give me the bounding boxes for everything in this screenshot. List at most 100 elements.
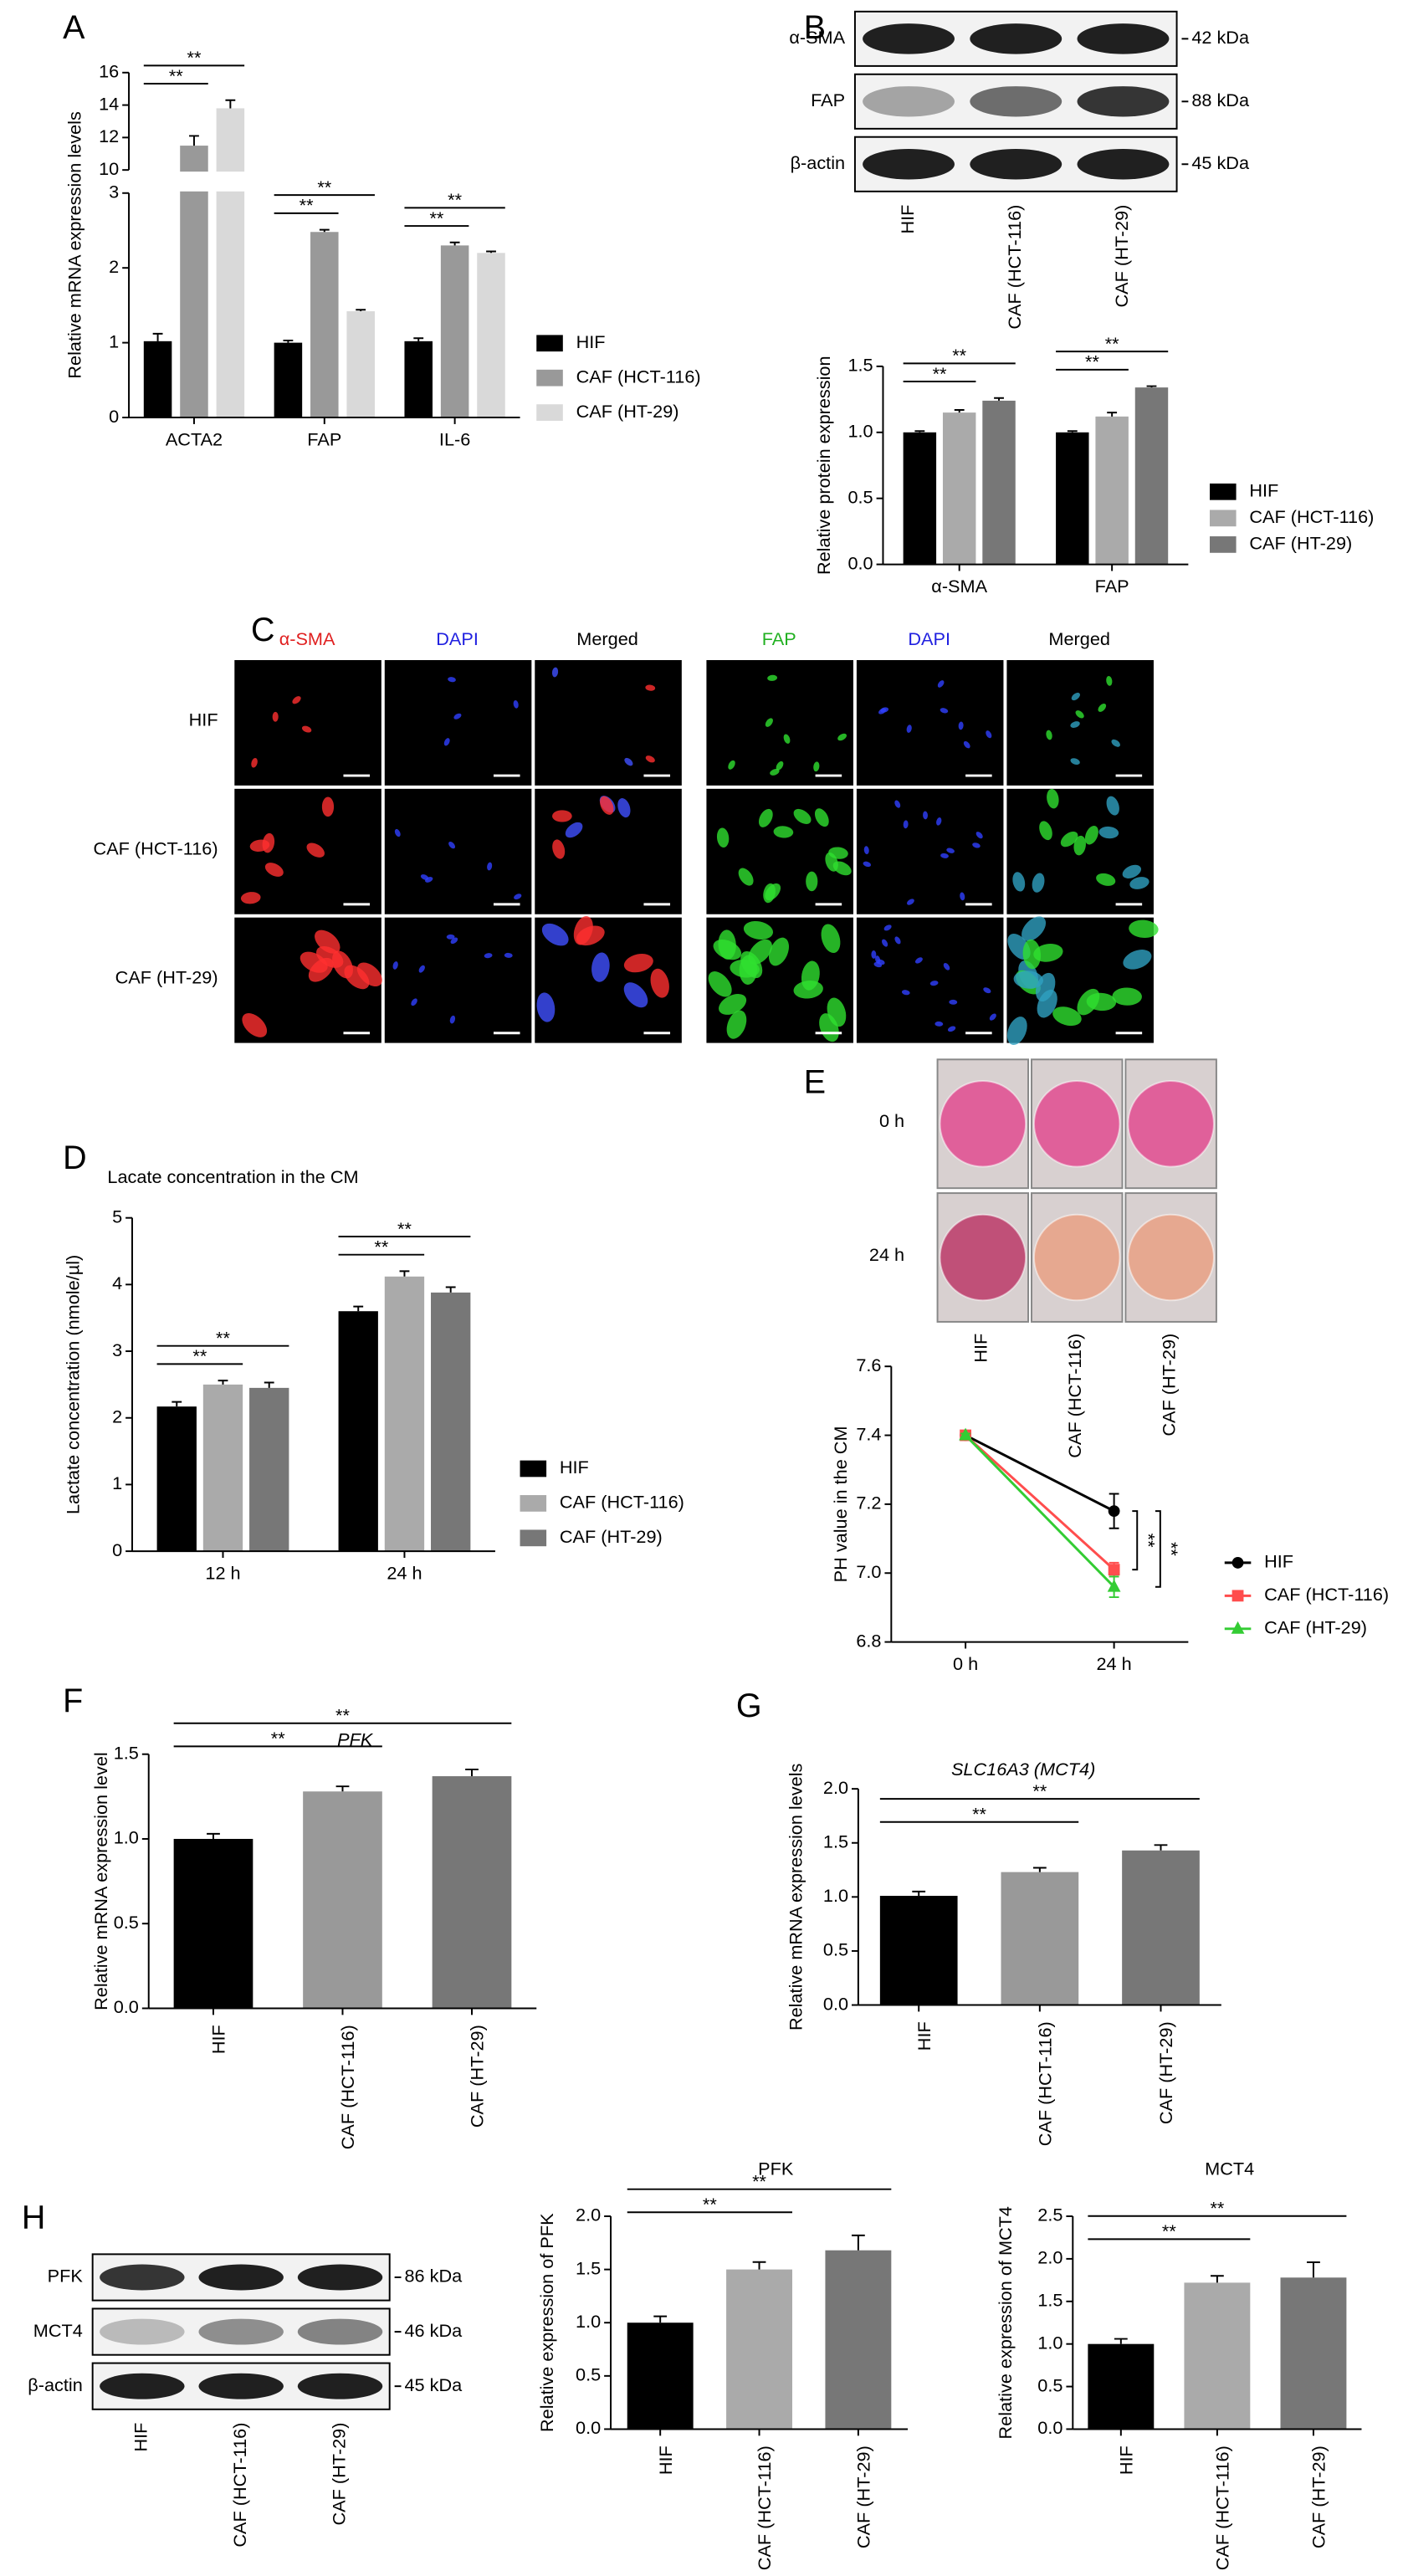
bar xyxy=(1088,2343,1155,2430)
cell xyxy=(783,734,791,744)
cell xyxy=(882,939,888,947)
y-tick-label: 0 xyxy=(112,1539,122,1560)
y-axis-label: Relative mRNA expression levels xyxy=(64,111,85,379)
blot-size: 42 kDa xyxy=(1191,27,1250,48)
significance-label: ** xyxy=(429,207,443,228)
error-bar xyxy=(353,1305,364,1312)
cell xyxy=(958,721,964,730)
significance-bracket xyxy=(1155,1510,1161,1588)
cell xyxy=(863,846,869,855)
cell xyxy=(418,965,425,973)
cell xyxy=(946,848,955,853)
cell xyxy=(443,738,450,746)
lane-label: CAF (HT-29) xyxy=(1158,1334,1179,1437)
cell xyxy=(837,733,847,741)
blot-band xyxy=(198,2373,284,2399)
bar xyxy=(982,400,1016,565)
legend-label: CAF (HCT-116) xyxy=(560,1492,684,1513)
y-tick-label: 10 xyxy=(99,158,119,179)
cell xyxy=(344,965,370,990)
cell xyxy=(765,718,773,727)
cell xyxy=(1060,831,1078,848)
series-line xyxy=(965,1434,1115,1588)
blot-band xyxy=(863,23,955,54)
blot-band xyxy=(198,2318,284,2345)
y-axis-label: PH value in the CM xyxy=(830,1426,851,1582)
y-tick-label: 0.0 xyxy=(847,552,873,573)
row-label: CAF (HCT-116) xyxy=(94,838,218,859)
cell xyxy=(773,826,794,838)
y-axis-label: Relative expression of PFK xyxy=(536,2213,557,2432)
bar xyxy=(156,1406,197,1552)
y-tick-label: 1.0 xyxy=(576,2311,601,2332)
panel-letter: H xyxy=(22,2199,45,2235)
point xyxy=(1108,1505,1120,1518)
cell xyxy=(1032,873,1045,893)
y-tick-label: 2 xyxy=(109,256,119,277)
blot-band xyxy=(297,2264,383,2291)
cell xyxy=(513,699,519,709)
bar xyxy=(274,342,303,418)
channel-header: FAP xyxy=(762,628,796,649)
blot-band xyxy=(100,2318,185,2345)
cell xyxy=(776,761,784,771)
bar xyxy=(1122,1850,1200,2005)
cell xyxy=(1096,873,1116,886)
series-line xyxy=(965,1434,1115,1513)
cell xyxy=(446,934,455,940)
y-tick-label: 1.5 xyxy=(114,1742,139,1763)
y-tick-label: 0.5 xyxy=(576,2364,601,2385)
blot-row-label: β-actin xyxy=(28,2374,83,2395)
cell xyxy=(793,981,823,999)
error-bar xyxy=(152,332,163,341)
blot-row-label: FAP xyxy=(811,90,845,110)
y-tick-label: 12 xyxy=(99,125,119,146)
cell xyxy=(1046,730,1052,740)
plate-medium xyxy=(1032,1213,1121,1302)
x-tick-label: HIF xyxy=(655,2445,676,2475)
micrograph xyxy=(384,917,532,1043)
cell xyxy=(262,832,275,853)
legend-label: CAF (HCT-116) xyxy=(1264,1584,1389,1605)
bar xyxy=(627,2322,694,2430)
cell xyxy=(264,863,284,877)
y-tick-label: 1 xyxy=(109,330,119,351)
cell xyxy=(425,877,433,883)
cell xyxy=(1022,916,1047,941)
cell xyxy=(719,994,747,1015)
significance-label: ** xyxy=(448,189,462,210)
significance-label: ** xyxy=(752,2171,766,2192)
blot-size: 45 kDa xyxy=(1191,152,1250,173)
cell xyxy=(716,827,730,848)
blot-band xyxy=(1077,86,1170,117)
cell xyxy=(880,707,889,713)
x-tick-label: 0 h xyxy=(953,1653,978,1674)
cell xyxy=(768,937,790,966)
x-tick-label: CAF (HT-29) xyxy=(467,2025,488,2128)
bar xyxy=(1134,387,1169,565)
cell xyxy=(1022,939,1042,970)
bar xyxy=(1095,416,1129,565)
cell xyxy=(552,839,566,859)
y-tick-label: 7.0 xyxy=(856,1561,881,1582)
cell xyxy=(827,997,847,1027)
y-tick-label: 1.5 xyxy=(847,355,873,376)
cell xyxy=(1070,758,1080,765)
bar xyxy=(202,1384,243,1552)
cell xyxy=(453,713,462,720)
y-tick-label: 0.0 xyxy=(114,1996,139,2017)
cell xyxy=(814,808,829,827)
cell xyxy=(1106,796,1119,816)
legend-label: CAF (HCT-116) xyxy=(576,366,701,387)
legend-label: HIF xyxy=(560,1457,589,1477)
chart-title: MCT4 xyxy=(1205,2159,1254,2179)
cell xyxy=(1075,710,1084,719)
y-tick-label: 4 xyxy=(112,1273,122,1293)
cell xyxy=(301,725,312,733)
cell xyxy=(770,768,780,776)
panel-letter: E xyxy=(804,1063,826,1100)
legend-swatch xyxy=(1210,536,1237,553)
bar xyxy=(879,1896,958,2005)
plate-row-label: 0 h xyxy=(879,1110,904,1131)
